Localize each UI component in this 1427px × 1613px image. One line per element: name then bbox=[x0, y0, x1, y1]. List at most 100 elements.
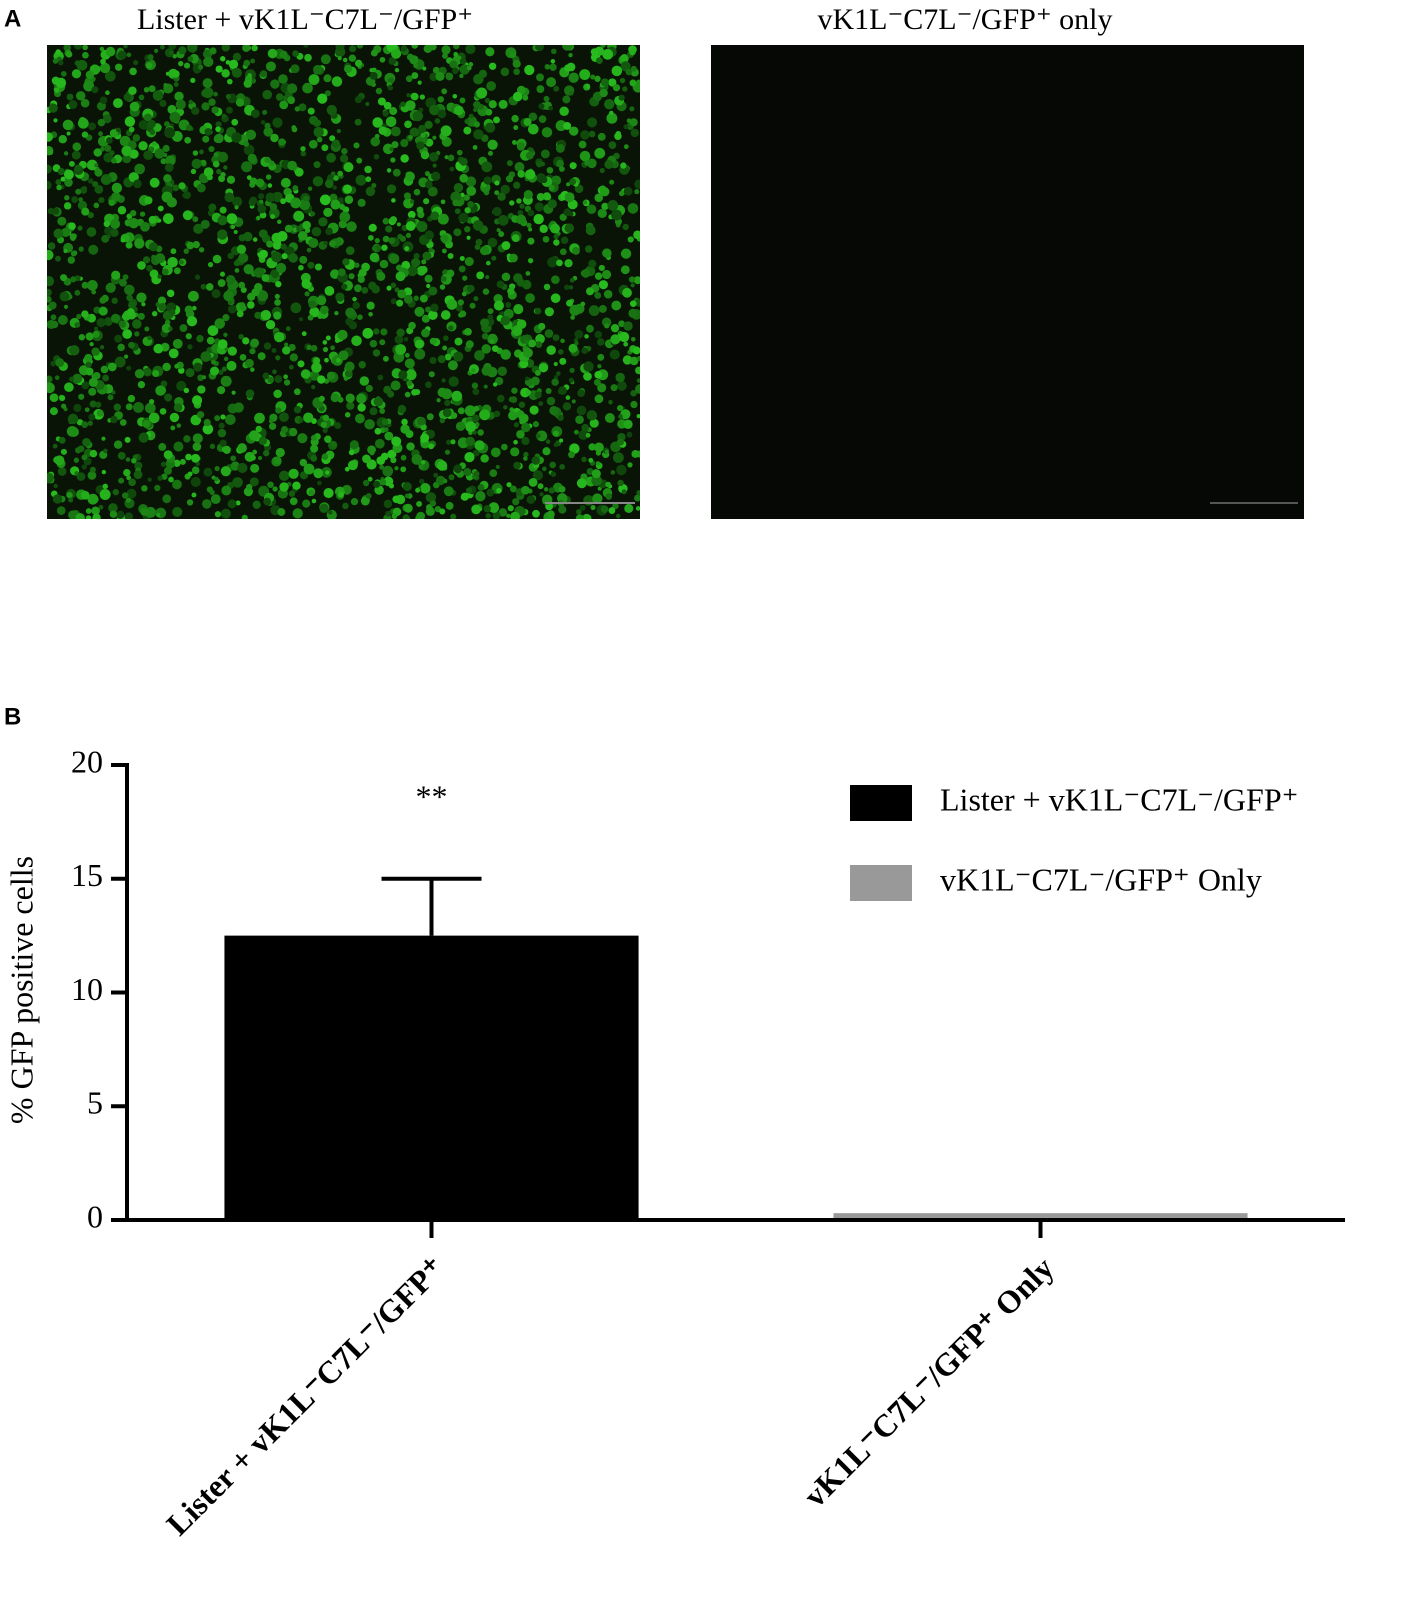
cell bbox=[118, 320, 127, 328]
cell bbox=[551, 378, 559, 386]
cell bbox=[379, 56, 386, 63]
cell bbox=[58, 436, 66, 444]
cell bbox=[342, 502, 349, 510]
cell bbox=[508, 410, 518, 421]
cell bbox=[417, 80, 422, 85]
cell bbox=[334, 310, 339, 316]
cell bbox=[635, 384, 640, 395]
cell bbox=[91, 347, 100, 356]
cell bbox=[317, 93, 328, 104]
cell bbox=[126, 52, 132, 58]
cell bbox=[395, 271, 406, 282]
cell bbox=[294, 167, 304, 177]
cell bbox=[289, 364, 294, 370]
cell bbox=[462, 275, 468, 281]
cell bbox=[89, 400, 97, 408]
cell bbox=[629, 48, 636, 56]
cell bbox=[157, 205, 164, 212]
cell bbox=[52, 58, 59, 64]
cell bbox=[249, 348, 256, 355]
cell bbox=[449, 60, 458, 69]
cell bbox=[220, 466, 231, 477]
cell bbox=[66, 131, 71, 136]
cell bbox=[597, 132, 606, 141]
cell bbox=[164, 163, 174, 172]
cell bbox=[548, 487, 555, 494]
cell bbox=[335, 45, 345, 51]
cell bbox=[235, 98, 245, 107]
cell bbox=[292, 508, 303, 519]
cell bbox=[618, 94, 625, 101]
cell bbox=[523, 456, 528, 461]
cell bbox=[237, 462, 248, 473]
cell bbox=[149, 177, 160, 188]
cell bbox=[425, 171, 431, 177]
cell bbox=[68, 160, 75, 167]
cell bbox=[518, 413, 529, 424]
cell bbox=[58, 60, 64, 66]
cell bbox=[217, 215, 228, 226]
cell bbox=[487, 150, 494, 156]
cell bbox=[442, 408, 452, 418]
cell bbox=[226, 106, 233, 114]
cell bbox=[159, 408, 167, 415]
cell bbox=[255, 425, 262, 433]
cell bbox=[534, 307, 542, 315]
cell bbox=[320, 54, 331, 65]
cell bbox=[455, 421, 466, 431]
cell bbox=[390, 457, 397, 464]
cell bbox=[124, 512, 133, 519]
cell bbox=[280, 243, 287, 250]
cell bbox=[453, 351, 464, 362]
cell bbox=[463, 126, 472, 135]
cell bbox=[480, 454, 489, 463]
cell bbox=[319, 194, 331, 206]
cell bbox=[618, 414, 623, 419]
cell bbox=[549, 63, 557, 71]
cell bbox=[354, 413, 365, 424]
cell bbox=[192, 150, 199, 156]
cell bbox=[447, 252, 454, 259]
cell bbox=[134, 238, 145, 249]
cell bbox=[178, 182, 186, 190]
cell bbox=[207, 325, 219, 336]
cell bbox=[525, 293, 535, 303]
cell bbox=[403, 503, 413, 513]
cell bbox=[196, 183, 206, 193]
cell bbox=[619, 190, 625, 197]
cell bbox=[99, 46, 105, 52]
cell bbox=[619, 77, 626, 84]
cell bbox=[528, 123, 539, 135]
cell bbox=[437, 213, 449, 225]
cell bbox=[184, 136, 192, 144]
cell bbox=[516, 430, 525, 439]
cell bbox=[615, 372, 625, 383]
cell bbox=[586, 410, 598, 421]
cell bbox=[472, 449, 480, 457]
cell bbox=[576, 478, 587, 489]
cell bbox=[167, 104, 177, 114]
cell bbox=[137, 381, 146, 389]
cell bbox=[52, 494, 63, 504]
cell bbox=[324, 435, 332, 444]
cell bbox=[611, 209, 622, 221]
cell bbox=[206, 336, 215, 345]
cell bbox=[572, 247, 580, 255]
cell bbox=[88, 122, 97, 131]
cell bbox=[289, 353, 298, 362]
cell bbox=[452, 45, 460, 50]
cell bbox=[251, 45, 258, 52]
cell bbox=[494, 180, 500, 186]
cell bbox=[353, 142, 360, 149]
cell bbox=[376, 456, 386, 465]
cell bbox=[599, 88, 608, 98]
cell bbox=[586, 287, 595, 296]
cell bbox=[250, 367, 255, 372]
cell bbox=[158, 443, 167, 451]
cell bbox=[425, 306, 432, 313]
cell bbox=[313, 468, 324, 479]
cell bbox=[290, 302, 302, 314]
cell bbox=[154, 48, 159, 53]
cell bbox=[128, 217, 139, 229]
cell bbox=[525, 169, 536, 180]
